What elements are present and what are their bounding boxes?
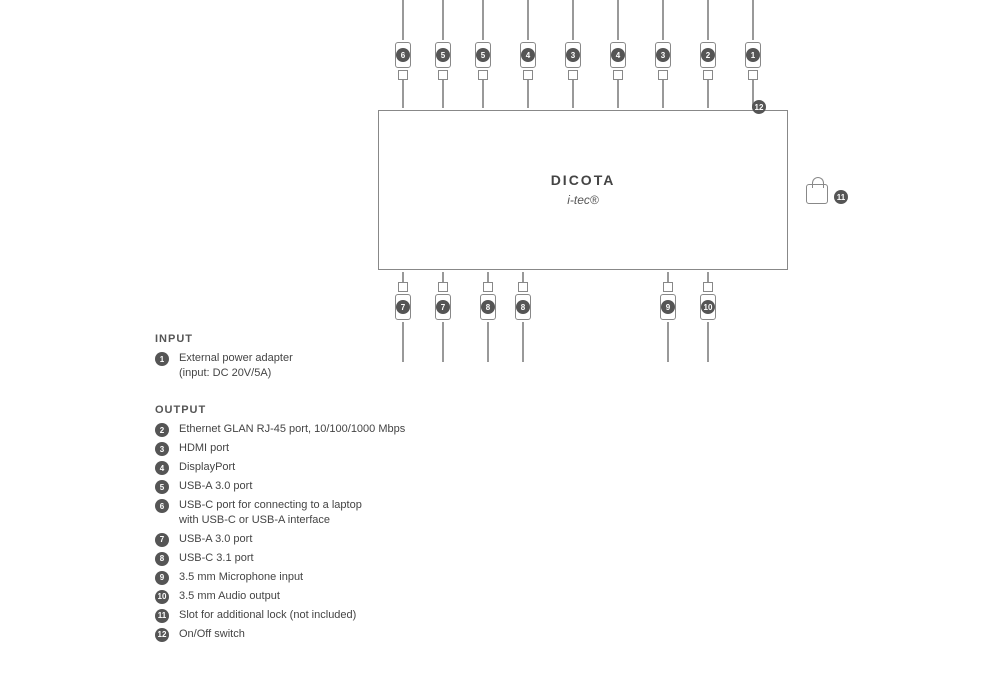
legend-row: 5 USB-A 3.0 port <box>155 479 655 494</box>
input-title: INPUT <box>155 333 555 345</box>
top-cable: 1 <box>745 0 761 108</box>
top-cable: 3 <box>655 0 671 108</box>
top-cable: 4 <box>610 0 626 108</box>
legend-text: USB-A 3.0 port <box>179 479 252 494</box>
bottom-cable: 10 <box>700 272 716 362</box>
top-cable: 4 <box>520 0 536 108</box>
legend-text: Slot for additional lock (not included) <box>179 608 356 623</box>
brand-line-1: DICOTA <box>551 169 616 191</box>
legend-text: HDMI port <box>179 441 229 456</box>
legend-row: 8 USB-C 3.1 port <box>155 551 655 566</box>
legend-number: 7 <box>155 533 169 547</box>
top-cable: 6 <box>395 0 411 108</box>
legend-text: 3.5 mm Microphone input <box>179 570 303 585</box>
marker-11: 11 <box>834 190 848 204</box>
legend-text: On/Off switch <box>179 627 245 642</box>
legend-number: 5 <box>155 480 169 494</box>
legend-number: 11 <box>155 609 169 623</box>
legend-text: DisplayPort <box>179 460 235 475</box>
legend-row: 3 HDMI port <box>155 441 655 456</box>
top-cable: 2 <box>700 0 716 108</box>
legend-input: INPUT 1 External power adapter(input: DC … <box>155 333 555 385</box>
legend-text: 3.5 mm Audio output <box>179 589 280 604</box>
legend-number: 9 <box>155 571 169 585</box>
device-box: DICOTA i-tec® <box>378 110 788 270</box>
lock-icon <box>806 184 828 204</box>
legend-row: 4 DisplayPort <box>155 460 655 475</box>
legend-text: External power adapter(input: DC 20V/5A) <box>179 351 293 381</box>
brand-block: DICOTA i-tec® <box>551 169 616 211</box>
diagram-page: DICOTA i-tec® 655434321 7788910 11 12 IN… <box>0 0 1000 700</box>
top-cable: 5 <box>435 0 451 108</box>
legend-row: 1 External power adapter(input: DC 20V/5A… <box>155 351 555 381</box>
legend-number: 8 <box>155 552 169 566</box>
legend-number: 12 <box>155 628 169 642</box>
output-title: OUTPUT <box>155 404 655 416</box>
legend-number: 6 <box>155 499 169 513</box>
legend-row: 11 Slot for additional lock (not included… <box>155 608 655 623</box>
brand-line-2: i-tec® <box>551 192 616 211</box>
legend-row: 6 USB-C port for connecting to a laptopwi… <box>155 498 655 528</box>
top-cable: 5 <box>475 0 491 108</box>
legend-number: 2 <box>155 423 169 437</box>
legend-number: 4 <box>155 461 169 475</box>
marker-12: 12 <box>752 100 766 114</box>
legend-row: 7 USB-A 3.0 port <box>155 532 655 547</box>
legend-text: Ethernet GLAN RJ-45 port, 10/100/1000 Mb… <box>179 422 405 437</box>
legend-row: 9 3.5 mm Microphone input <box>155 570 655 585</box>
legend-number: 3 <box>155 442 169 456</box>
legend-row: 2 Ethernet GLAN RJ-45 port, 10/100/1000 M… <box>155 422 655 437</box>
legend-number: 10 <box>155 590 169 604</box>
legend-row: 10 3.5 mm Audio output <box>155 589 655 604</box>
legend-output: OUTPUT 2 Ethernet GLAN RJ-45 port, 10/100… <box>155 404 655 646</box>
legend-text: USB-C 3.1 port <box>179 551 254 566</box>
legend-number: 1 <box>155 352 169 366</box>
legend-text: USB-C port for connecting to a laptopwit… <box>179 498 362 528</box>
top-cable: 3 <box>565 0 581 108</box>
legend-row: 12 On/Off switch <box>155 627 655 642</box>
bottom-cable: 9 <box>660 272 676 362</box>
legend-text: USB-A 3.0 port <box>179 532 252 547</box>
